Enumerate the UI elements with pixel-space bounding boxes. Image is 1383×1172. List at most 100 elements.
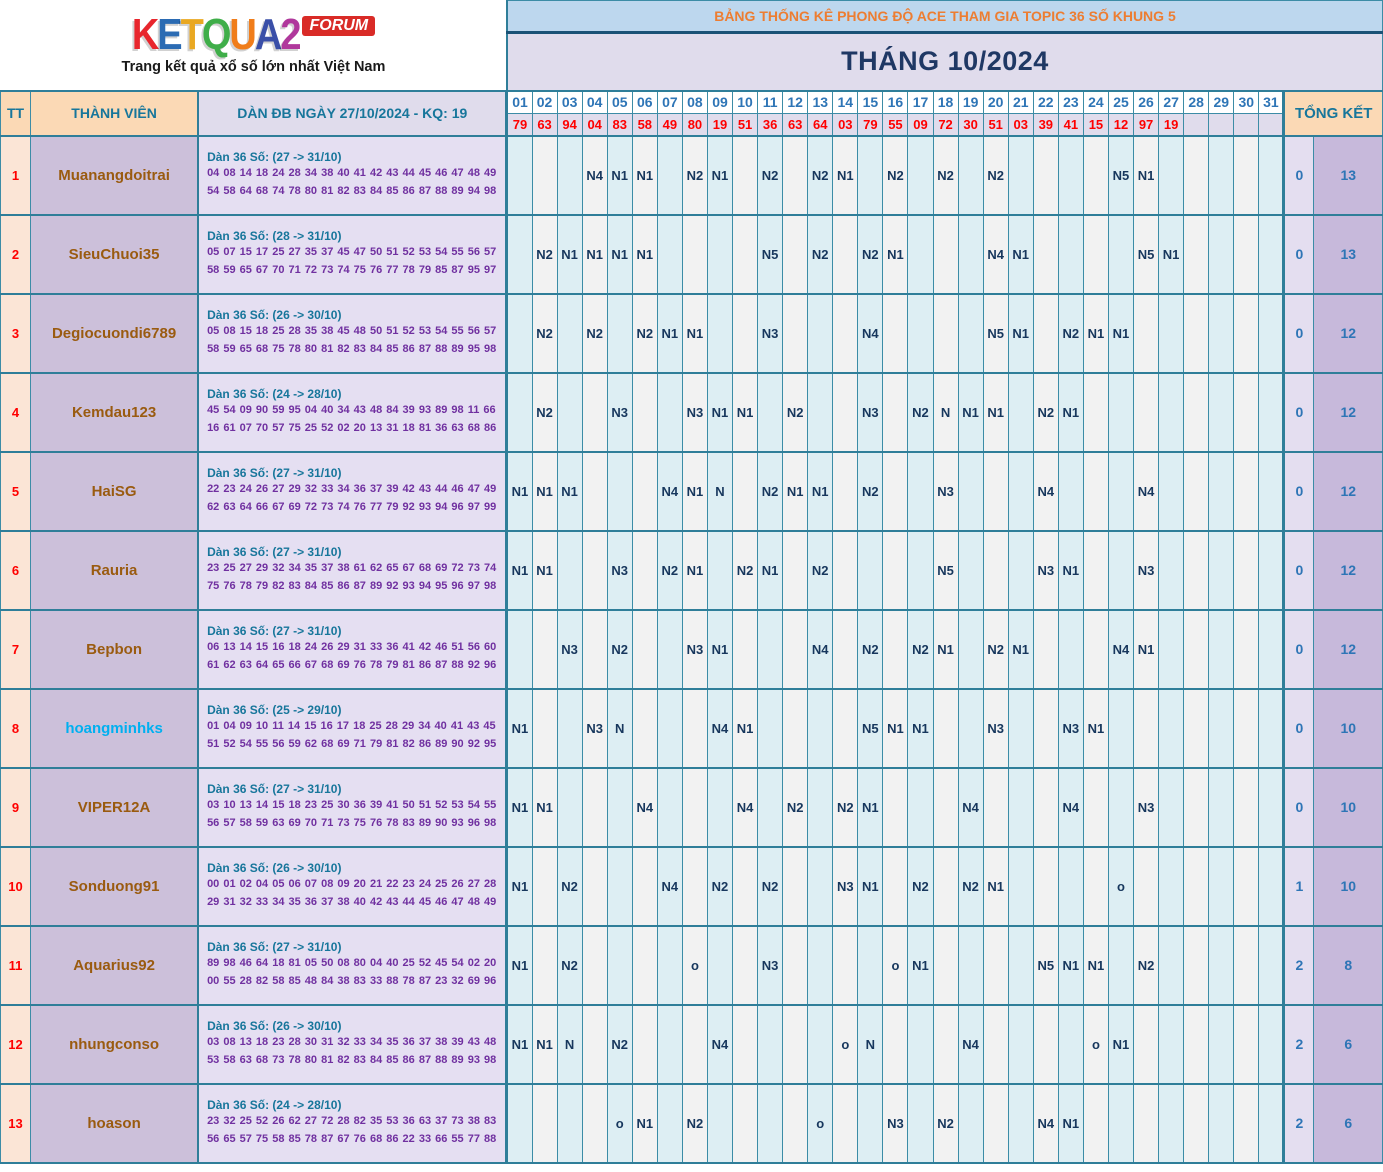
hit-cell-day-10 (732, 292, 759, 374)
hit-cell-day-24: N1 (1082, 924, 1109, 1006)
hit-cell-day-25: N5 (1107, 134, 1135, 216)
hit-cell-day-06 (631, 924, 658, 1006)
hit-cell-day-19 (957, 292, 984, 374)
hit-cell-day-31 (1258, 766, 1285, 848)
hit-cell-day-12 (782, 292, 809, 374)
hit-cell-day-08: N3 (681, 371, 708, 453)
hit-cell-day-26 (1133, 1082, 1160, 1164)
hit-cell-day-09: N4 (706, 1003, 734, 1085)
hit-cell-day-07: N1 (656, 292, 683, 374)
hit-cell-day-30 (1233, 134, 1260, 216)
hit-cell-day-27 (1158, 766, 1185, 848)
hit-cell-day-01: N1 (506, 766, 533, 848)
hit-cell-day-21 (1007, 1082, 1034, 1164)
hit-cell-day-04: N2 (581, 292, 608, 374)
member-name: VIPER12A (30, 766, 199, 848)
hit-cell-day-24 (1082, 766, 1109, 848)
hit-cell-day-19 (957, 213, 984, 295)
hit-cell-day-02: N1 (531, 766, 558, 848)
hit-cell-day-09 (706, 1082, 734, 1164)
hit-cell-day-16 (882, 845, 909, 927)
hit-cell-day-19 (957, 924, 984, 1006)
total-miss: 0 (1282, 608, 1315, 690)
hit-cell-day-20: N2 (982, 608, 1009, 690)
hit-cell-day-14: N2 (832, 766, 859, 848)
dan-numbers: 00 01 02 04 05 06 07 08 09 20 21 22 23 2… (207, 877, 497, 908)
dan-cell: Dàn 36 Số: (24 -> 28/10) 23 32 25 52 26 6… (197, 1082, 509, 1164)
hit-cell-day-30 (1233, 1082, 1260, 1164)
hit-cell-day-29 (1208, 845, 1235, 927)
hit-cell-day-07 (656, 1082, 683, 1164)
total-hit: 12 (1313, 529, 1383, 611)
hit-cell-day-23 (1057, 1003, 1084, 1085)
hit-cell-day-11: N5 (757, 213, 784, 295)
result-day-16: 55 (882, 113, 909, 136)
row-number: 10 (0, 845, 32, 927)
hit-cell-day-30 (1233, 924, 1260, 1006)
hit-cell-day-05: N3 (606, 529, 633, 611)
hit-cell-day-04 (581, 924, 608, 1006)
hit-cell-day-01 (506, 292, 533, 374)
hit-cell-day-05 (606, 766, 633, 848)
hit-cell-day-21: N1 (1007, 213, 1034, 295)
hit-cell-day-27 (1158, 1003, 1185, 1085)
hit-cell-day-31 (1258, 292, 1285, 374)
day-col-header-13: 13 (807, 90, 834, 114)
hit-cell-day-20 (982, 766, 1009, 848)
hit-cell-day-30 (1233, 371, 1260, 453)
hit-cell-day-18: N2 (932, 1082, 959, 1164)
total-hit: 10 (1313, 845, 1383, 927)
hit-cell-day-04 (581, 371, 608, 453)
hit-cell-day-30 (1233, 213, 1260, 295)
hit-cell-day-08 (681, 1003, 708, 1085)
hit-cell-day-09: N1 (706, 371, 734, 453)
hit-cell-day-28 (1183, 608, 1210, 690)
hit-cell-day-09 (706, 529, 734, 611)
hit-cell-day-17 (907, 450, 934, 532)
hit-cell-day-06 (631, 1003, 658, 1085)
hit-cell-day-05: N1 (606, 134, 633, 216)
day-col-header-22: 22 (1032, 90, 1059, 114)
dan-numbers: 05 08 15 18 25 28 35 38 45 48 50 51 52 5… (207, 324, 497, 355)
hit-cell-day-20: N1 (982, 845, 1009, 927)
hit-cell-day-11: N3 (757, 292, 784, 374)
result-day-27: 19 (1158, 113, 1185, 136)
hit-cell-day-24 (1082, 134, 1109, 216)
hit-cell-day-22: N5 (1032, 924, 1059, 1006)
hit-cell-day-13 (807, 845, 834, 927)
result-day-24: 15 (1082, 113, 1109, 136)
hit-cell-day-20: N3 (982, 687, 1009, 769)
day-col-header-09: 09 (706, 90, 734, 114)
dan-cell: Dàn 36 Số: (24 -> 28/10) 45 54 09 90 59 9… (197, 371, 509, 453)
hit-cell-day-10 (732, 213, 759, 295)
day-col-header-21: 21 (1007, 90, 1034, 114)
hit-cell-day-28 (1183, 213, 1210, 295)
hit-cell-day-04 (581, 1082, 608, 1164)
hit-cell-day-03 (556, 529, 583, 611)
dan-title: Dàn 36 Số: (27 -> 31/10) (207, 149, 342, 164)
hit-cell-day-06: N1 (631, 1082, 658, 1164)
hit-cell-day-06 (631, 608, 658, 690)
hit-cell-day-19 (957, 608, 984, 690)
total-miss: 0 (1282, 450, 1315, 532)
hit-cell-day-12 (782, 924, 809, 1006)
hit-cell-day-18: N1 (932, 608, 959, 690)
ketqua2-logo: KETQUA2 (132, 13, 302, 57)
hit-cell-day-23: N2 (1057, 292, 1084, 374)
hit-cell-day-17 (907, 134, 934, 216)
dan-numbers: 04 08 14 18 24 28 34 38 40 41 42 43 44 4… (207, 166, 497, 197)
hit-cell-day-23: N1 (1057, 1082, 1084, 1164)
hit-cell-day-22 (1032, 1003, 1059, 1085)
hit-cell-day-10 (732, 450, 759, 532)
dan-numbers: 23 25 27 29 32 34 35 37 38 61 62 65 67 6… (207, 561, 497, 592)
hit-cell-day-11 (757, 608, 784, 690)
hit-cell-day-13: N1 (807, 450, 834, 532)
hit-cell-day-31 (1258, 687, 1285, 769)
hit-cell-day-22 (1032, 292, 1059, 374)
hit-cell-day-17 (907, 292, 934, 374)
hit-cell-day-14 (832, 450, 859, 532)
hit-cell-day-03 (556, 134, 583, 216)
hit-cell-day-16 (882, 608, 909, 690)
day-col-header-27: 27 (1158, 90, 1185, 114)
hit-cell-day-16: N1 (882, 687, 909, 769)
